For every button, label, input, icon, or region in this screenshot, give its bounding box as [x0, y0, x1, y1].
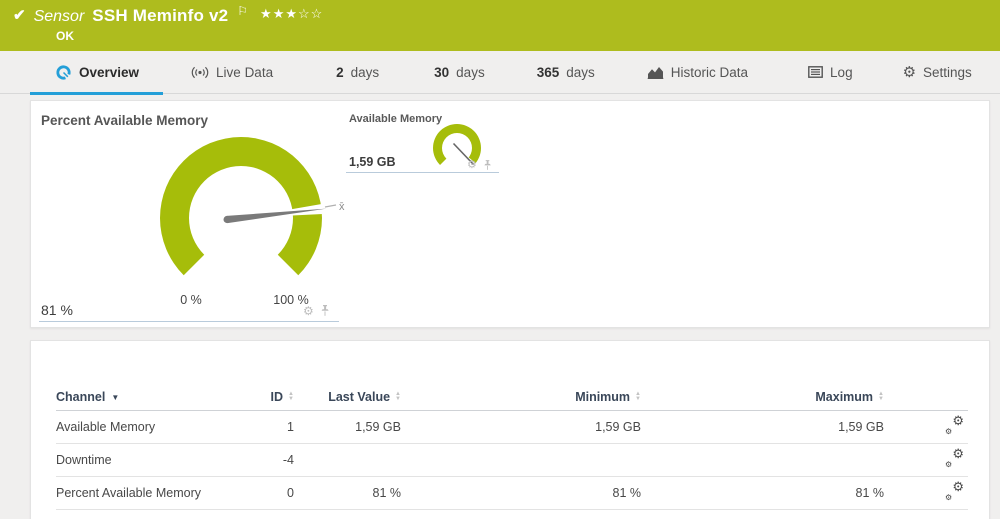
sort-icon: ▲ ▼ [288, 390, 294, 402]
active-tab-underline [30, 92, 163, 95]
stars-filled[interactable]: ★★★ [260, 6, 299, 21]
sort-desc-icon: ▼ [111, 392, 120, 402]
table-row: Available Memory 1 1,59 GB 1,59 GB 1,59 … [56, 411, 968, 444]
gauge-max-label: 100 % [273, 293, 309, 307]
gauges-panel: Percent Available Memory x̄ 0 % 100 % 81… [30, 100, 990, 328]
sensor-title: SSH Meminfo v2 [92, 6, 229, 25]
tab-historic-data[interactable]: Historic Data [647, 65, 748, 80]
channel-table: Channel ▼ ID ▲ ▼ Last Value ▲ ▼ Minimum ▲ ▼ Max… [56, 383, 968, 510]
gauge-primary-title: Percent Available Memory [41, 113, 209, 128]
tab-30-days-label: days [456, 64, 485, 80]
cell-id: 1 [287, 420, 294, 434]
broadcast-icon [191, 66, 209, 79]
log-list-icon [808, 66, 823, 78]
channel-table-panel: Channel ▼ ID ▲ ▼ Last Value ▲ ▼ Minimum ▲ ▼ Max… [30, 340, 990, 519]
sort-icon: ▲ ▼ [635, 390, 641, 402]
flag-icon[interactable]: ⚐ [237, 4, 249, 18]
sensor-kind-label: Sensor [33, 8, 85, 25]
tab-365-days-number: 365 [536, 64, 560, 80]
stars-empty[interactable]: ☆☆ [298, 6, 324, 21]
cell-minimum: 81 % [612, 486, 642, 500]
priority-stars[interactable]: ★★★☆☆ [260, 6, 323, 22]
tab-overview[interactable]: Overview [55, 64, 139, 81]
tab-log[interactable]: Log [808, 65, 853, 80]
sensor-header: ✔ Sensor SSH Meminfo v2 ⚐ ★★★☆☆ OK [0, 0, 1000, 51]
tab-live-data-label: Live Data [216, 64, 274, 80]
sort-icon: ▲ ▼ [878, 390, 884, 402]
column-header-id[interactable]: ID ▲ ▼ [270, 389, 294, 404]
pin-icon[interactable] [320, 305, 330, 317]
tab-30-days[interactable]: 30 days [434, 65, 485, 80]
cell-id: -4 [282, 453, 294, 467]
channel-settings-gears-icon[interactable]: ⚙ ⚙ [945, 479, 964, 502]
cell-maximum: 81 % [855, 486, 885, 500]
gear-icon[interactable]: ⚙ [467, 159, 477, 171]
tab-live-data[interactable]: Live Data [191, 65, 273, 80]
gauge-primary: x̄ [160, 137, 345, 276]
gauge-min-label: 0 % [180, 293, 202, 307]
cell-last-value: 1,59 GB [355, 420, 401, 434]
cell-channel: Percent Available Memory [56, 486, 201, 500]
status-badge: OK [56, 29, 74, 43]
table-header-row: Channel ▼ ID ▲ ▼ Last Value ▲ ▼ Minimum ▲ ▼ Max… [56, 383, 968, 411]
tab-2-days-label: days [350, 64, 380, 80]
column-header-minimum[interactable]: Minimum ▲ ▼ [575, 389, 641, 404]
area-chart-icon [647, 66, 664, 79]
column-header-channel[interactable]: Channel ▼ [56, 389, 120, 404]
tab-365-days-label: days [566, 64, 595, 80]
gauge-secondary-title: Available Memory [349, 113, 443, 125]
tab-365-days[interactable]: 365 days [537, 65, 595, 80]
tab-historic-data-label: Historic Data [670, 64, 749, 80]
gauge-needle [452, 142, 475, 166]
tab-bar: Overview Live Data 2 days 30 days 365 da… [0, 51, 1000, 95]
tab-30-days-number: 30 [434, 64, 450, 80]
table-row: Downtime -4 ⚙ ⚙ [56, 444, 968, 477]
tab-settings-label: Settings [923, 64, 972, 80]
column-header-maximum[interactable]: Maximum ▲ ▼ [815, 389, 884, 404]
gauge-secondary-value: 1,59 GB [349, 155, 396, 169]
channel-settings-gears-icon[interactable]: ⚙ ⚙ [945, 413, 964, 436]
table-row: Percent Available Memory 0 81 % 81 % 81 … [56, 477, 968, 510]
tab-log-label: Log [830, 64, 853, 80]
gauge-secondary [433, 123, 481, 169]
cell-id: 0 [287, 486, 294, 500]
cell-maximum: 1,59 GB [838, 420, 884, 434]
gauge-needle [226, 208, 327, 224]
column-header-last-value[interactable]: Last Value ▲ ▼ [328, 389, 401, 404]
settings-gear-icon: ⚙ [902, 64, 917, 81]
tab-2-days-number: 2 [336, 64, 344, 80]
pin-icon[interactable] [483, 160, 492, 171]
tile-divider [39, 321, 339, 322]
channel-settings-gears-icon[interactable]: ⚙ ⚙ [945, 446, 964, 469]
cell-channel: Available Memory [56, 420, 156, 434]
cell-minimum: 1,59 GB [595, 420, 641, 434]
tab-overview-label: Overview [79, 64, 140, 80]
tab-settings[interactable]: ⚙ Settings [903, 63, 972, 81]
sort-icon: ▲ ▼ [395, 390, 401, 402]
cell-last-value: 81 % [372, 486, 402, 500]
tile-divider [346, 172, 499, 173]
cell-channel: Downtime [56, 453, 112, 467]
gauge-primary-value: 81 % [41, 302, 73, 318]
status-check-icon: ✔ [13, 7, 26, 24]
gear-icon[interactable]: ⚙ [303, 304, 314, 318]
tab-2-days[interactable]: 2 days [336, 65, 379, 80]
mean-marker: x̄ [339, 201, 345, 213]
gauge-icon [55, 64, 72, 81]
